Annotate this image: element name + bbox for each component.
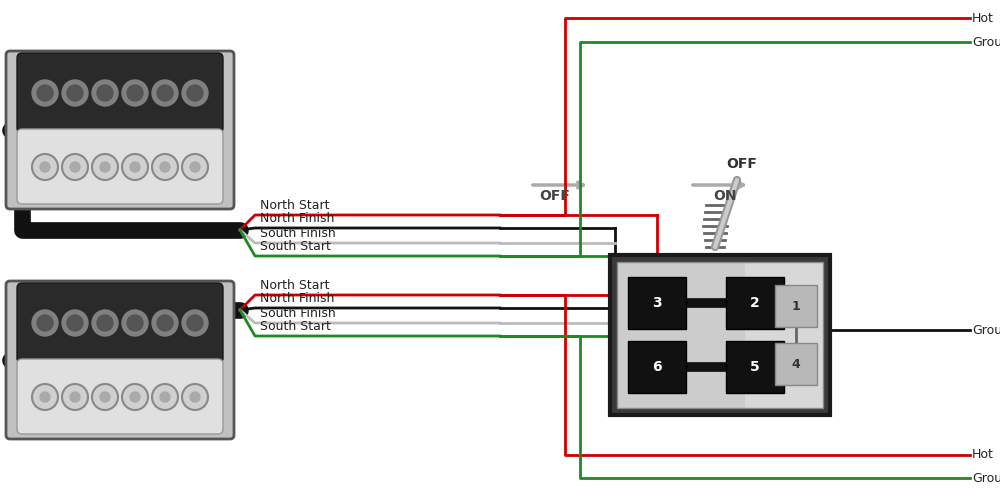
Text: OFF: OFF [540,189,570,203]
Circle shape [160,162,170,172]
Text: 2: 2 [750,296,760,310]
Circle shape [187,315,203,331]
FancyBboxPatch shape [628,341,686,393]
FancyBboxPatch shape [17,129,223,204]
FancyBboxPatch shape [208,110,232,150]
FancyBboxPatch shape [617,262,823,408]
Circle shape [152,310,178,336]
FancyBboxPatch shape [8,340,32,380]
Text: South Start: South Start [260,240,331,253]
Circle shape [152,384,178,410]
Circle shape [32,154,58,180]
Circle shape [62,80,88,106]
FancyBboxPatch shape [17,53,223,133]
Circle shape [182,80,208,106]
Circle shape [100,392,110,402]
Circle shape [70,162,80,172]
Circle shape [160,392,170,402]
Text: Hot: Hot [972,448,994,462]
FancyBboxPatch shape [17,283,223,363]
Circle shape [62,310,88,336]
Text: North Finish: North Finish [260,212,334,225]
FancyBboxPatch shape [726,277,784,329]
Text: South Finish: South Finish [260,307,336,320]
Circle shape [37,85,53,101]
Circle shape [32,310,58,336]
Circle shape [92,80,118,106]
Circle shape [62,384,88,410]
Circle shape [157,85,173,101]
Circle shape [122,154,148,180]
Text: North Finish: North Finish [260,292,334,305]
FancyBboxPatch shape [775,343,817,385]
Circle shape [67,85,83,101]
Circle shape [182,310,208,336]
Circle shape [152,154,178,180]
Circle shape [190,162,200,172]
Circle shape [122,384,148,410]
Text: Ground: Ground [972,36,1000,49]
Text: 3: 3 [652,296,662,310]
Text: OFF: OFF [727,157,757,171]
FancyBboxPatch shape [628,277,686,329]
Text: 5: 5 [750,360,760,374]
FancyBboxPatch shape [208,340,232,380]
Text: 6: 6 [652,360,662,374]
Circle shape [187,85,203,101]
Text: Ground: Ground [972,472,1000,484]
Circle shape [157,315,173,331]
FancyBboxPatch shape [726,341,784,393]
Circle shape [32,80,58,106]
Text: South Start: South Start [260,320,331,333]
Circle shape [97,85,113,101]
Text: North Start: North Start [260,199,330,212]
Circle shape [127,315,143,331]
Circle shape [152,80,178,106]
FancyBboxPatch shape [6,281,234,439]
FancyBboxPatch shape [610,255,830,415]
Circle shape [100,162,110,172]
Text: North Start: North Start [260,279,330,292]
Circle shape [127,85,143,101]
FancyBboxPatch shape [617,262,745,408]
Circle shape [92,384,118,410]
Circle shape [67,315,83,331]
FancyBboxPatch shape [8,110,32,150]
Circle shape [122,310,148,336]
Circle shape [182,154,208,180]
Text: South Finish: South Finish [260,227,336,240]
Text: Hot: Hot [972,12,994,24]
Circle shape [130,392,140,402]
FancyBboxPatch shape [17,359,223,434]
Text: ON: ON [713,189,737,203]
Circle shape [70,392,80,402]
Circle shape [97,315,113,331]
Text: 1: 1 [792,300,800,312]
Circle shape [62,154,88,180]
FancyBboxPatch shape [6,51,234,209]
Circle shape [182,384,208,410]
Circle shape [40,162,50,172]
Circle shape [122,80,148,106]
Text: 4: 4 [792,358,800,370]
Text: Ground: Ground [972,324,1000,336]
Circle shape [40,392,50,402]
Circle shape [92,154,118,180]
Circle shape [32,384,58,410]
FancyBboxPatch shape [775,285,817,327]
Circle shape [130,162,140,172]
Circle shape [92,310,118,336]
Circle shape [37,315,53,331]
Circle shape [190,392,200,402]
